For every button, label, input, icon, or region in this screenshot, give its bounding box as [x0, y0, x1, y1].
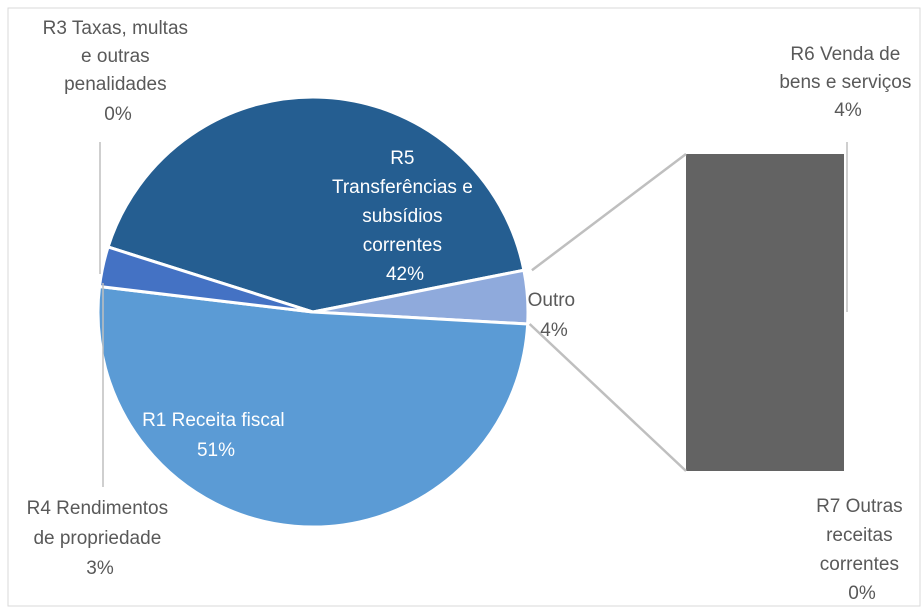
label-r4: R4 Rendimentos de propriedade 3% [27, 498, 174, 579]
label-r3: R3 Taxas, multas e outras penalidades 0% [43, 18, 194, 125]
bar-segment-r6 [686, 154, 844, 471]
slice-r1-receita-fiscal [96, 285, 530, 529]
pie [96, 95, 530, 529]
label-r5: R5 Transferências e subsídios correntes … [332, 148, 478, 285]
connector-line-bottom [528, 323, 687, 472]
label-r6: R6 Venda de bens e serviços 4% [779, 44, 916, 121]
label-r7: R7 Outras receitas correntes 0% [816, 496, 908, 604]
slice-r4-rendimentos [98, 245, 315, 314]
connector-line-top [531, 153, 687, 272]
label-outro: Outro 4% [528, 290, 581, 341]
label-r1: R1 Receita fiscal 51% [142, 410, 290, 461]
slice-r5-transferencias [106, 95, 526, 314]
